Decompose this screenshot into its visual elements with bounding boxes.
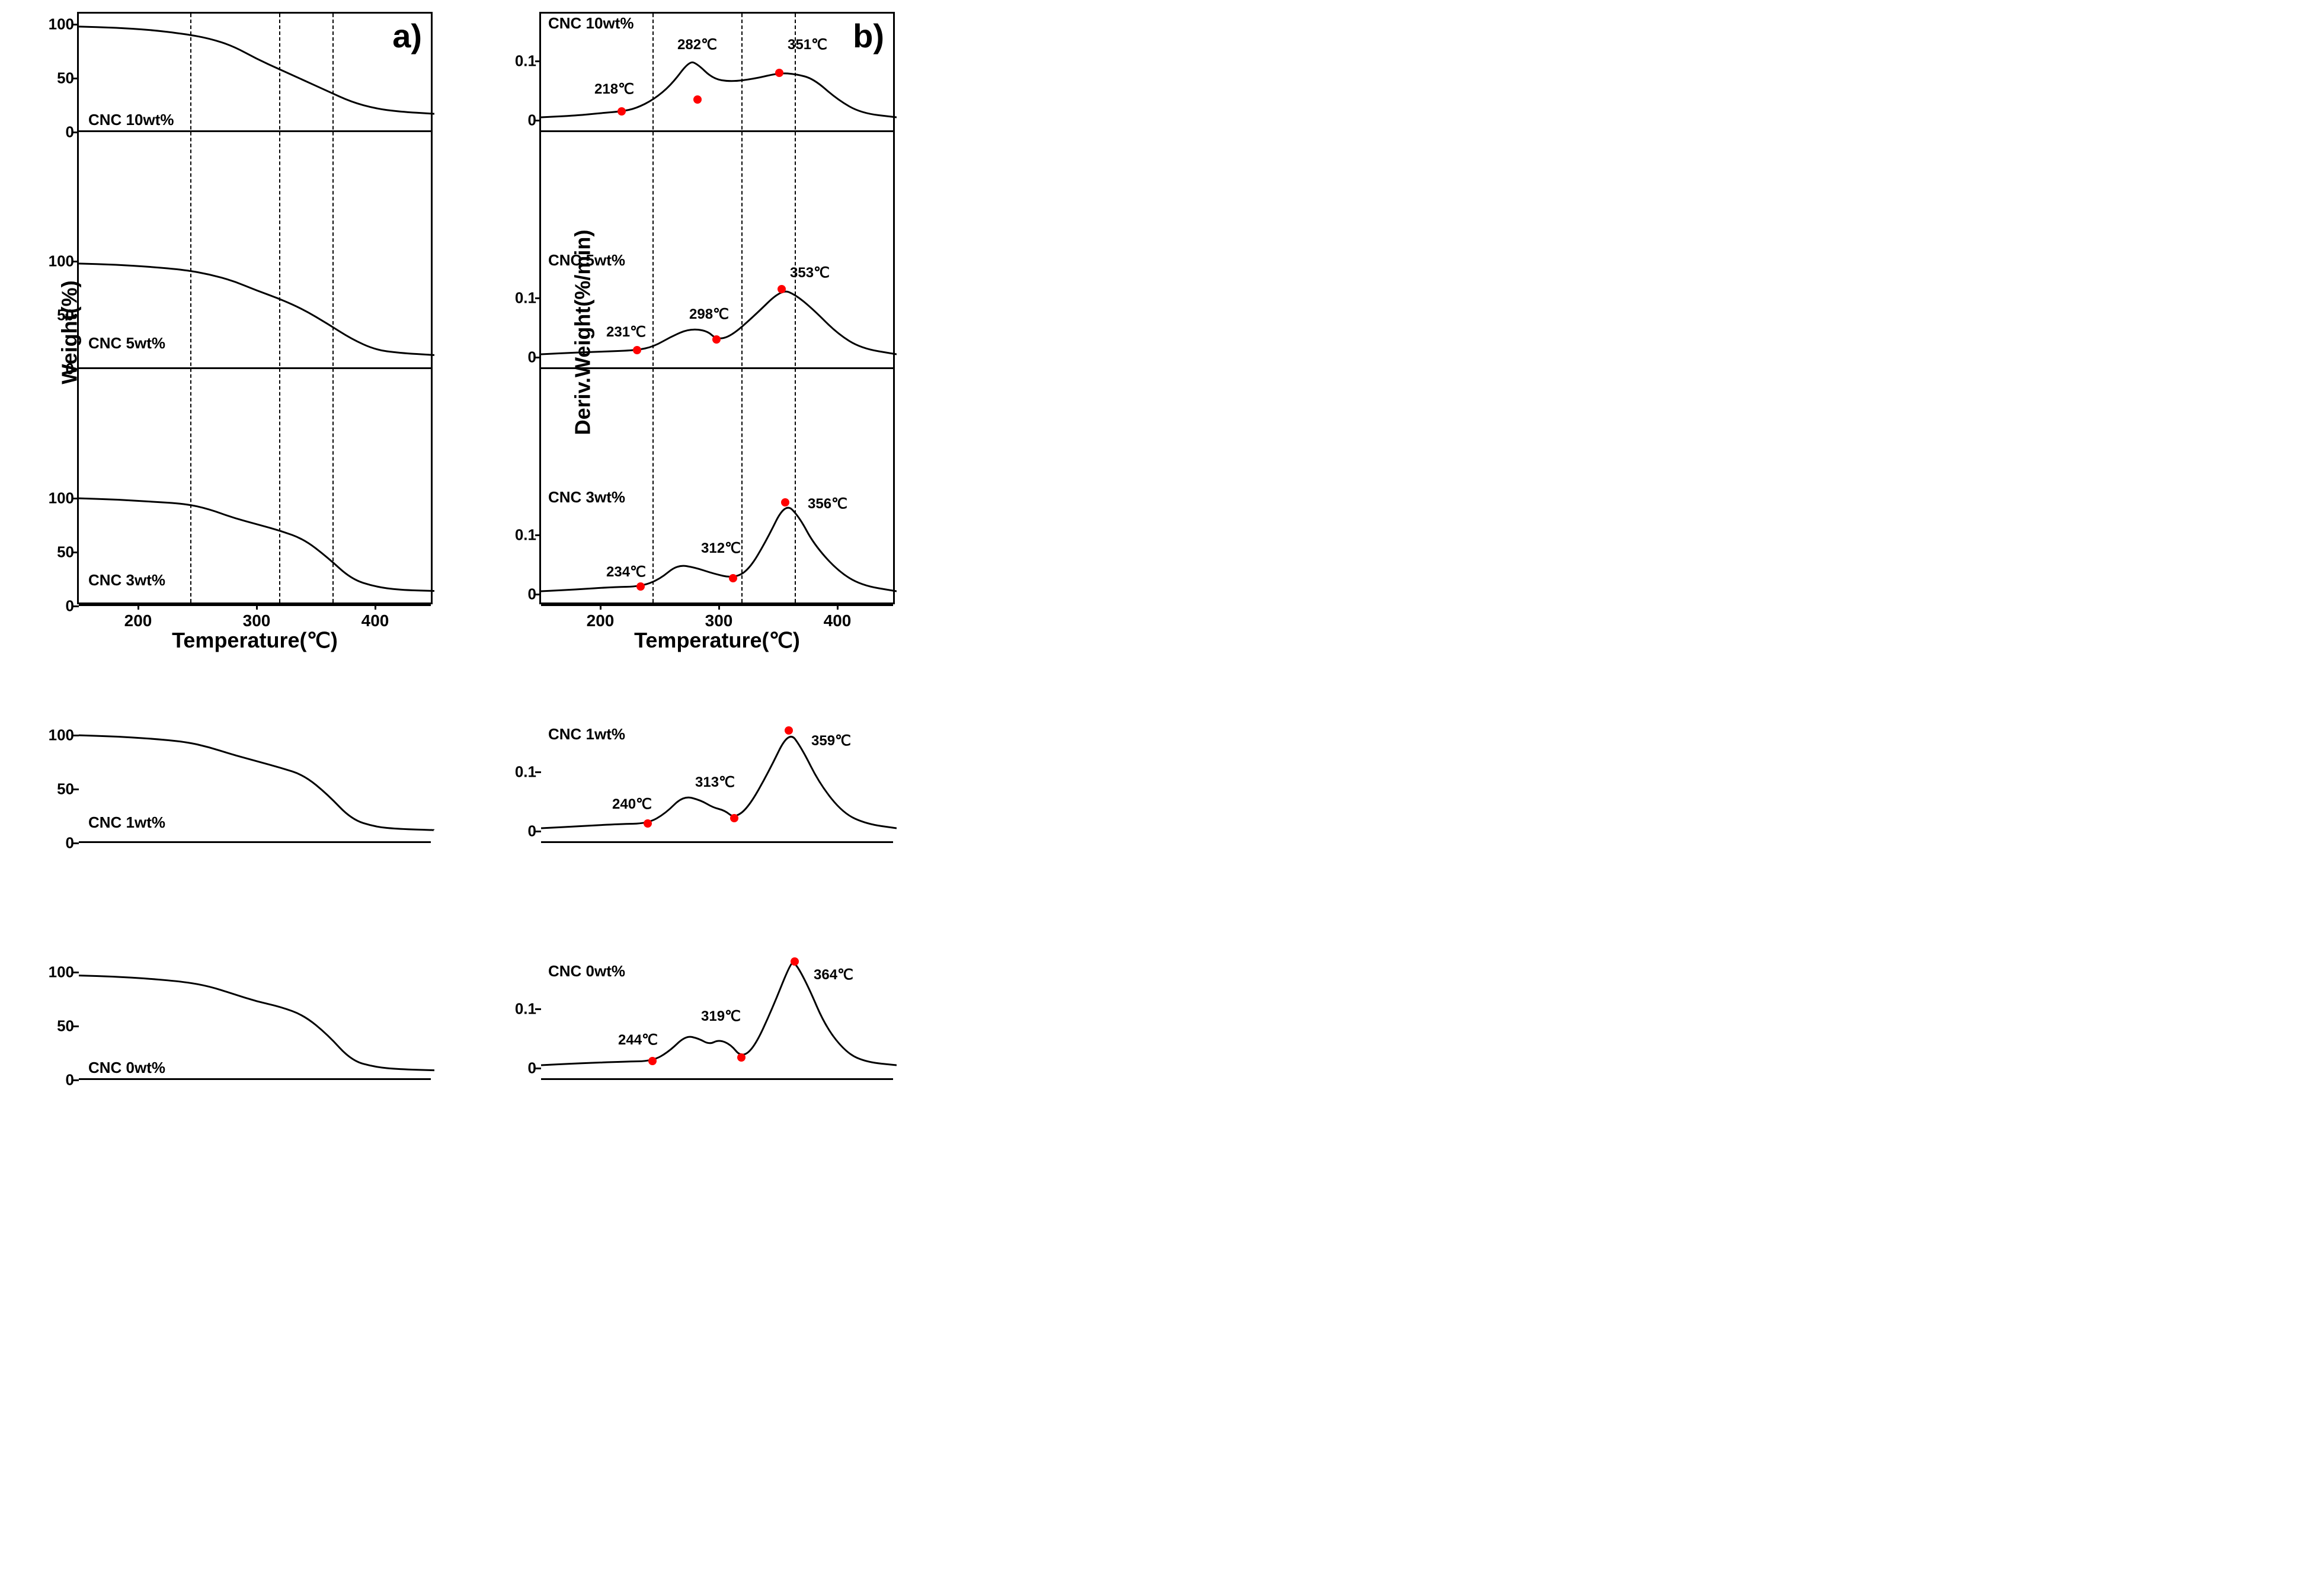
y-tick-mark <box>73 842 79 844</box>
x-axis-label-b: Temperature(℃) <box>539 628 895 653</box>
panel-b: Deriv.Weight(%/min) b) 00.1CNC 10wt%218℃… <box>474 12 924 653</box>
y-tick-mark <box>535 534 541 536</box>
y-tick-mark <box>535 60 541 62</box>
y-tick-mark <box>535 297 541 299</box>
temperature-annotation: 234℃ <box>606 563 646 581</box>
y-tick-mark <box>73 498 79 499</box>
subpanel: 050100CNC 5wt% <box>79 251 431 369</box>
data-marker <box>730 814 738 822</box>
series-label: CNC 1wt% <box>88 813 165 832</box>
data-marker <box>693 95 702 104</box>
y-tick-mark <box>535 831 541 832</box>
data-curve <box>79 27 434 114</box>
subpanel: 050100CNC 10wt% <box>79 14 431 132</box>
data-marker <box>778 285 786 293</box>
series-label: CNC 3wt% <box>548 488 625 507</box>
y-tick-mark <box>73 735 79 736</box>
y-tick-mark <box>73 1079 79 1081</box>
temperature-annotation: 298℃ <box>689 306 729 323</box>
series-label: CNC 0wt% <box>88 1059 165 1077</box>
temperature-annotation: 218℃ <box>594 81 634 98</box>
x-tick-mark <box>600 602 602 610</box>
series-label: CNC 1wt% <box>548 725 625 743</box>
x-axis-label-a: Temperature(℃) <box>77 628 433 653</box>
y-tick-mark <box>73 24 79 25</box>
data-marker <box>775 69 783 77</box>
temperature-annotation: 231℃ <box>606 323 646 341</box>
subpanel: 00.1CNC 3wt%234℃312℃356℃ <box>541 488 893 606</box>
temperature-annotation: 364℃ <box>814 966 853 983</box>
subpanel: 00.1CNC 1wt%240℃313℃359℃ <box>541 725 893 843</box>
panel-letter-a: a) <box>392 17 422 55</box>
y-tick-mark <box>535 357 541 358</box>
y-tick-mark <box>73 789 79 790</box>
y-tick-mark <box>73 368 79 370</box>
temperature-annotation: 240℃ <box>612 796 652 813</box>
series-label: CNC 10wt% <box>548 14 634 33</box>
x-tick-mark <box>256 602 258 610</box>
temperature-annotation: 282℃ <box>677 36 717 53</box>
plot-area-b: b) 00.1CNC 10wt%218℃282℃351℃00.1CNC 5wt%… <box>539 12 895 604</box>
x-tick-mark <box>137 602 139 610</box>
subpanel: 00.1CNC 10wt%218℃282℃351℃ <box>541 14 893 132</box>
y-tick-mark <box>535 120 541 121</box>
temperature-annotation: 313℃ <box>695 774 735 791</box>
y-tick-mark <box>73 552 79 553</box>
temperature-annotation: 312℃ <box>701 540 741 557</box>
y-tick-mark <box>73 261 79 262</box>
panel-letter-b: b) <box>853 17 884 55</box>
temperature-annotation: 353℃ <box>790 264 830 281</box>
data-marker <box>781 498 789 507</box>
x-tick-mark <box>375 602 376 610</box>
data-marker <box>737 1053 746 1062</box>
data-curve <box>79 976 434 1071</box>
data-marker <box>791 957 799 966</box>
x-tick-mark <box>837 602 839 610</box>
temperature-annotation: 356℃ <box>808 495 847 512</box>
series-label: CNC 5wt% <box>548 251 625 270</box>
plot-area-a: a) 050100CNC 10wt% 050100CNC 5wt% 050100CN… <box>77 12 433 604</box>
y-tick-mark <box>73 132 79 133</box>
y-tick-mark <box>73 605 79 607</box>
series-label: CNC 10wt% <box>88 111 174 129</box>
subpanel: 050100CNC 3wt% <box>79 488 431 606</box>
data-marker <box>729 574 737 582</box>
subpanel: 00.1CNC 5wt%231℃298℃353℃ <box>541 251 893 369</box>
y-tick-mark <box>535 1068 541 1069</box>
temperature-annotation: 319℃ <box>701 1008 741 1025</box>
data-marker <box>636 582 645 591</box>
data-marker <box>712 335 721 344</box>
temperature-annotation: 244℃ <box>618 1031 658 1049</box>
y-tick-mark <box>73 972 79 973</box>
figure: Weight(%) a) 050100CNC 10wt%050100CNC 5w… <box>12 12 936 653</box>
data-marker <box>648 1057 657 1065</box>
y-tick-mark <box>535 594 541 595</box>
panel-a: Weight(%) a) 050100CNC 10wt%050100CNC 5w… <box>12 12 462 653</box>
subpanel: 050100CNC 1wt% <box>79 725 431 843</box>
series-label: CNC 0wt% <box>548 962 625 980</box>
x-tick-mark <box>718 602 720 610</box>
data-marker <box>618 107 626 116</box>
y-tick-mark <box>73 1025 79 1027</box>
subpanel: 050100CNC 0wt% <box>79 962 431 1080</box>
data-marker <box>785 726 793 735</box>
temperature-annotation: 359℃ <box>811 732 851 749</box>
y-tick-mark <box>73 315 79 316</box>
data-curve <box>541 291 897 354</box>
temperature-annotation: 351℃ <box>788 36 827 53</box>
series-label: CNC 3wt% <box>88 571 165 589</box>
y-tick-mark <box>73 78 79 79</box>
y-tick-mark <box>535 1008 541 1010</box>
series-label: CNC 5wt% <box>88 334 165 352</box>
data-marker <box>644 819 652 828</box>
subpanel: 00.1CNC 0wt%244℃319℃364℃ <box>541 962 893 1080</box>
data-marker <box>633 346 641 354</box>
y-tick-mark <box>535 771 541 773</box>
